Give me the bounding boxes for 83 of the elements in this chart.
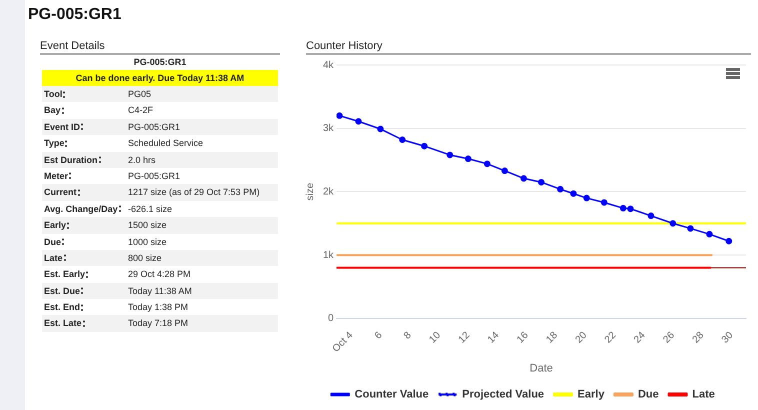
- point: [706, 230, 713, 238]
- text: PG-005:GR1: [132, 56, 188, 69]
- category-label: Tool: [44, 88, 64, 101]
- point: [377, 126, 384, 132]
- y-axis-title: size: [304, 182, 316, 201]
- point: [557, 186, 564, 192]
- point: [726, 238, 732, 244]
- text: 1000 size: [128, 236, 167, 249]
- point: [620, 204, 626, 212]
- x-tick-label: 10: [427, 330, 444, 346]
- category-label: Due: [44, 236, 62, 249]
- x-tick-label: 30: [720, 330, 736, 346]
- point: [464, 156, 472, 162]
- category-label: Est Duration: [44, 154, 99, 167]
- point: [399, 136, 406, 144]
- text: PG05: [128, 88, 152, 101]
- text: PG-005:GR1: [128, 120, 180, 134]
- x-tick-label: 24: [632, 330, 648, 346]
- text: -626.1 size: [128, 202, 172, 216]
- x-tick-label: 6: [372, 330, 385, 342]
- category-label: Avg. Change/Day: [44, 202, 119, 216]
- y-tick-label: 4k: [323, 60, 335, 71]
- point: [687, 225, 694, 232]
- point: [484, 160, 490, 168]
- x-tick-label: 20: [574, 330, 590, 346]
- text: 1217 size (as of 29 Oct 7:53 PM): [128, 186, 260, 200]
- legend-label: Due: [638, 388, 659, 401]
- point: [421, 142, 428, 150]
- point: [600, 199, 608, 206]
- chart-title: Counter History: [306, 40, 751, 55]
- x-tick-label: 22: [602, 330, 619, 346]
- text: C4-2F: [128, 104, 154, 118]
- x-tick-label: Oct 4: [330, 330, 356, 355]
- y-tick-label: 3k: [323, 123, 335, 134]
- text: Today 11:38 AM: [128, 284, 192, 298]
- category-label: Early: [44, 219, 68, 232]
- category-label: Type: [44, 137, 66, 150]
- point: [670, 220, 676, 227]
- x-tick-label: 18: [544, 330, 560, 346]
- x-tick-label: 28: [690, 330, 707, 346]
- category-label: Est. End: [44, 301, 82, 314]
- text: Scheduled Service: [128, 137, 204, 150]
- point: [570, 190, 577, 197]
- x-tick-label: 8: [402, 330, 414, 342]
- x-tick-label: 16: [515, 330, 532, 346]
- text: 800 size: [128, 252, 162, 265]
- legend-label: Early: [578, 388, 606, 401]
- y-tick-label: 0: [328, 313, 334, 324]
- point: [648, 212, 654, 220]
- category-label: Est. Early: [44, 268, 86, 282]
- category-label: Meter: [44, 170, 70, 183]
- category-label: Current: [44, 186, 78, 200]
- category-label: Est. Due: [44, 284, 82, 298]
- point: [538, 178, 545, 186]
- x-tick-label: 14: [486, 330, 502, 346]
- legend-label: Counter Value: [354, 388, 429, 401]
- text: Today 7:18 PM: [128, 317, 188, 330]
- text: 29 Oct 4:28 PM: [128, 268, 191, 282]
- x-axis-title: Date: [530, 362, 553, 374]
- category-label: Late: [44, 252, 64, 265]
- point: [446, 152, 454, 158]
- category-label: Event ID: [44, 120, 82, 134]
- category-label: Est. Late: [44, 317, 83, 330]
- text: 1500 size: [128, 219, 167, 232]
- text: Today 1:38 PM: [128, 301, 188, 314]
- point: [627, 206, 634, 212]
- text: 2.0 hrs: [128, 154, 156, 167]
- point: [501, 168, 508, 174]
- point: [355, 118, 362, 125]
- y-tick-label: 2k: [323, 186, 335, 198]
- x-tick-label: 26: [661, 330, 678, 346]
- legend-label: Late: [692, 388, 715, 401]
- legend-label: Projected Value: [462, 388, 544, 401]
- x-tick-label: 12: [456, 330, 473, 346]
- point: [336, 112, 343, 119]
- point: [583, 194, 590, 202]
- category-label: Bay: [44, 104, 62, 118]
- text: PG-005:GR1: [128, 170, 180, 183]
- y-tick-label: 1k: [323, 250, 335, 261]
- point: [520, 175, 527, 182]
- text: PG-005:GR1: [28, 6, 122, 24]
- text: Can be done early. Due Today 11:38 AM: [42, 70, 278, 86]
- text: Event Details: [40, 40, 280, 55]
